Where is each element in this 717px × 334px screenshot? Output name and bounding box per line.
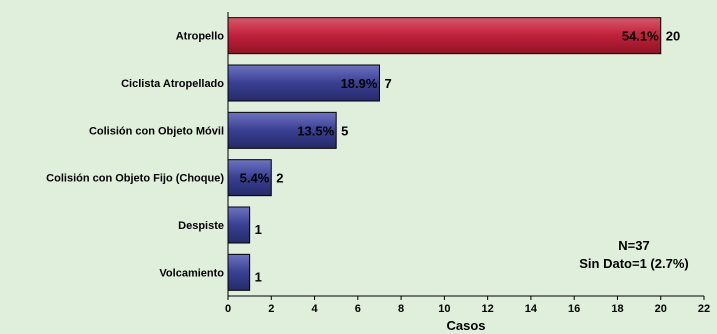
bar-5	[227, 206, 251, 244]
bar-1	[227, 17, 662, 55]
value-label: 7	[384, 76, 391, 91]
x-tick-label: 10	[438, 303, 450, 315]
bar-6	[227, 253, 251, 291]
annotation-n: N=37	[618, 238, 649, 253]
x-tick-label: 14	[525, 303, 538, 315]
percent-label: 18.9%	[341, 76, 378, 91]
labels-layer: Atropello 54.1% 20 Ciclista Atropellado 18.9…	[46, 29, 680, 285]
x-tick-label: 20	[655, 303, 667, 315]
x-tick-label: 22	[698, 303, 710, 315]
x-tick-label: 6	[355, 303, 361, 315]
value-label: 2	[276, 171, 283, 186]
value-label: 5	[341, 123, 348, 138]
x-ticks: 0 2 4 6 8 10 12 14 16 18 20 22	[225, 296, 710, 315]
x-tick-label: 8	[398, 303, 404, 315]
category-label: Despiste	[178, 220, 224, 232]
category-label: Colisión con Objeto Fijo (Choque)	[46, 173, 224, 185]
value-label: 1	[255, 222, 262, 237]
category-label: Volcamiento	[159, 267, 224, 279]
annotation-sin-dato: Sin Dato=1 (2.7%)	[579, 256, 688, 271]
percent-label: 54.1%	[622, 29, 659, 44]
bar-3	[227, 111, 337, 149]
percent-label: 13.5%	[297, 123, 334, 138]
x-tick-label: 0	[225, 303, 231, 315]
x-tick-label: 12	[482, 303, 494, 315]
category-label: Colisión con Objeto Móvil	[89, 125, 224, 137]
x-tick-label: 16	[568, 303, 580, 315]
x-tick-label: 4	[311, 303, 318, 315]
value-label: 1	[255, 269, 262, 284]
percent-label: 5.4%	[240, 171, 270, 186]
x-tick-label: 2	[268, 303, 274, 315]
category-label: Ciclista Atropellado	[121, 78, 224, 90]
x-axis-label: Casos	[446, 318, 485, 333]
value-label: 20	[666, 29, 680, 44]
category-label: Atropello	[176, 31, 225, 43]
x-tick-label: 18	[611, 303, 623, 315]
bar-2	[227, 64, 380, 102]
bars-layer	[227, 17, 662, 291]
bar-4	[227, 159, 272, 197]
